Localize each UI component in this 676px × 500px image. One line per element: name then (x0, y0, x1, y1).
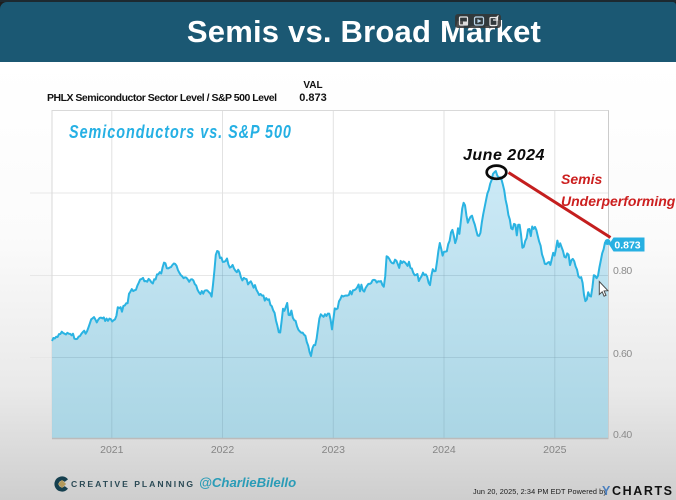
svg-text:0.873: 0.873 (614, 240, 640, 252)
